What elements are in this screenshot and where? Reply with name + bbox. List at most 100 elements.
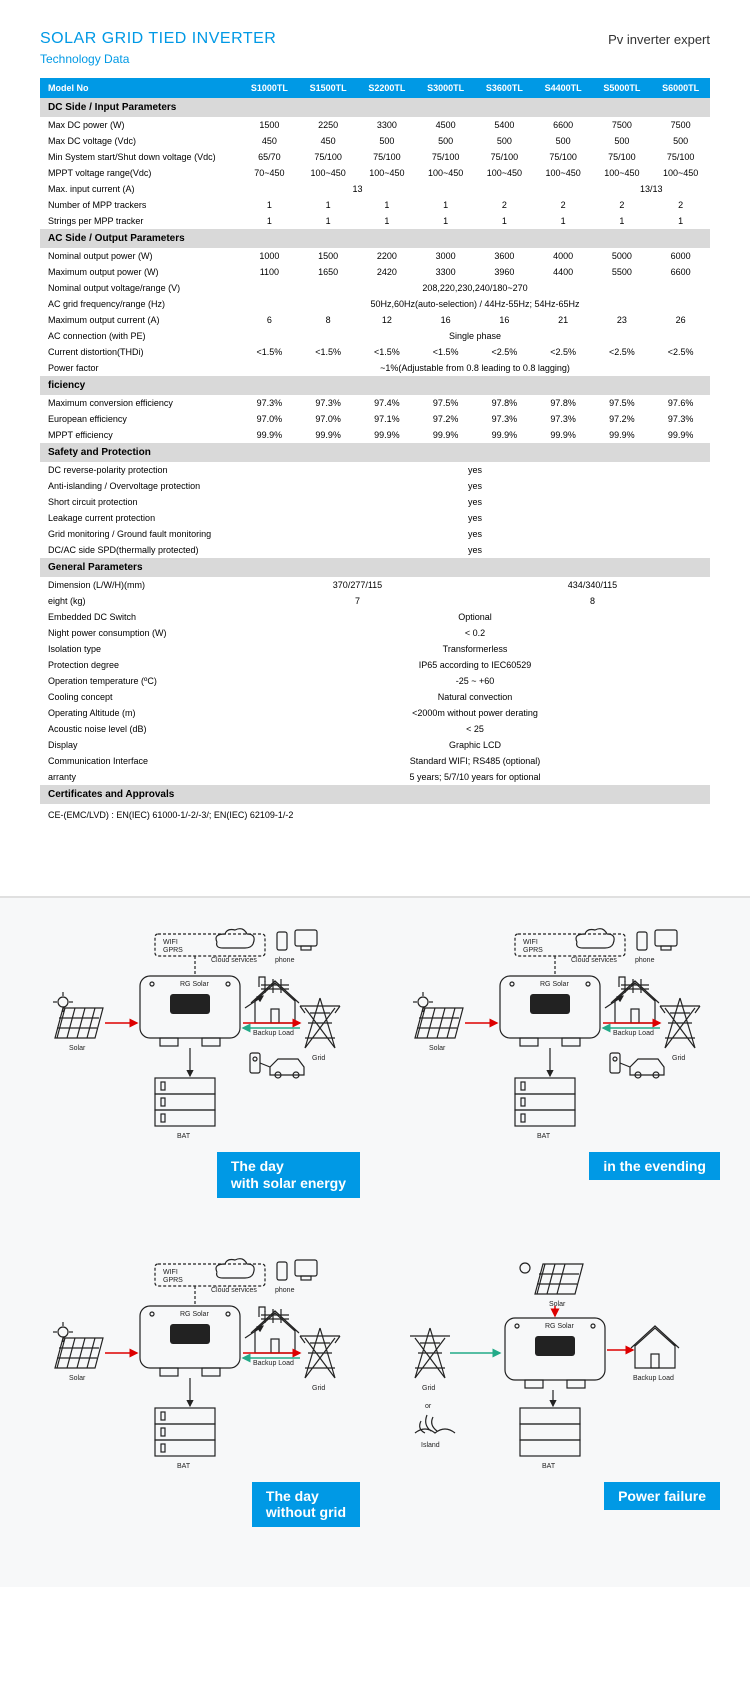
data-cell: 97.2% <box>416 411 475 427</box>
data-cell: 6000 <box>651 248 710 264</box>
data-cell: 5000 <box>593 248 652 264</box>
model-cell: S4400TL <box>534 78 593 98</box>
data-cell: 5500 <box>593 264 652 280</box>
data-cell: 16 <box>475 312 534 328</box>
span-cell: 7 <box>240 593 475 609</box>
spec-table: Model NoS1000TLS1500TLS2200TLS3000TLS360… <box>40 78 710 804</box>
row-label: Nominal output voltage/range (V) <box>40 280 240 296</box>
data-cell: 21 <box>534 312 593 328</box>
data-cell: 75/100 <box>475 149 534 165</box>
data-cell: 100~450 <box>299 165 358 181</box>
section-row: General Parameters <box>40 558 710 577</box>
model-cell: S6000TL <box>651 78 710 98</box>
merged-cell: ~1%(Adjustable from 0.8 leading to 0.8 l… <box>240 360 710 376</box>
data-cell: 97.3% <box>475 411 534 427</box>
data-row: Power factor~1%(Adjustable from 0.8 lead… <box>40 360 710 376</box>
row-label: Isolation type <box>40 641 240 657</box>
data-cell: 2 <box>475 197 534 213</box>
data-row: Nominal output voltage/range (V)208,220,… <box>40 280 710 296</box>
data-cell: 23 <box>593 312 652 328</box>
svg-text:RG Solar: RG Solar <box>540 981 569 988</box>
page-subtitle: Technology Data <box>40 52 276 66</box>
span-cell: 370/277/115 <box>240 577 475 593</box>
row-label: arranty <box>40 769 240 785</box>
svg-text:BAT: BAT <box>542 1463 556 1470</box>
data-row: Cooling conceptNatural convection <box>40 689 710 705</box>
data-cell: 1 <box>651 213 710 229</box>
data-cell: 500 <box>358 133 417 149</box>
svg-text:WIFI: WIFI <box>523 939 538 946</box>
svg-text:WIFI: WIFI <box>163 1269 178 1276</box>
data-cell: 99.9% <box>475 427 534 443</box>
data-cell: 1 <box>358 213 417 229</box>
merged-cell: < 25 <box>240 721 710 737</box>
data-row: Leakage current protectionyes <box>40 510 710 526</box>
span-cell: 434/340/115 <box>475 577 710 593</box>
data-row: MPPT voltage range(Vdc)70~450100~450100~… <box>40 165 710 181</box>
data-cell: 99.9% <box>240 427 299 443</box>
data-row: Maximum conversion efficiency97.3%97.3%9… <box>40 395 710 411</box>
diagram-cell: WIFI GPRS Cloud services phone Solar RG … <box>30 928 360 1198</box>
merged-cell: -25 ~ +60 <box>240 673 710 689</box>
data-cell: 1 <box>358 197 417 213</box>
cert-text: CE-(EMC/LVD) : EN(IEC) 61000-1/-2/-3/; E… <box>40 804 710 826</box>
header-left: SOLAR GRID TIED INVERTER Technology Data <box>40 30 276 66</box>
data-cell: 4400 <box>534 264 593 280</box>
system-diagram: WIFI GPRS Cloud services phone Solar RG … <box>30 1258 360 1478</box>
svg-text:Grid: Grid <box>312 1385 325 1392</box>
row-label: Maximum output power (W) <box>40 264 240 280</box>
row-label: Protection degree <box>40 657 240 673</box>
data-row: Grid monitoring / Ground fault monitorin… <box>40 526 710 542</box>
data-row: Operating Altitude (m)<2000m without pow… <box>40 705 710 721</box>
header-tagline: Pv inverter expert <box>608 32 710 47</box>
data-cell: 2 <box>534 197 593 213</box>
merged-cell: Standard WIFI; RS485 (optional) <box>240 753 710 769</box>
data-cell: <2.5% <box>651 344 710 360</box>
data-cell: 75/100 <box>534 149 593 165</box>
data-cell: 5400 <box>475 117 534 133</box>
data-row: Maximum output power (W)1100165024203300… <box>40 264 710 280</box>
data-cell: 2 <box>593 197 652 213</box>
data-row: AC connection (with PE)Single phase <box>40 328 710 344</box>
data-cell: 2 <box>651 197 710 213</box>
data-row: eight (kg)78 <box>40 593 710 609</box>
data-row: Dimension (L/W/H)(mm)370/277/115434/340/… <box>40 577 710 593</box>
section-title: Certificates and Approvals <box>40 785 710 804</box>
data-cell: 99.9% <box>651 427 710 443</box>
data-cell: 75/100 <box>299 149 358 165</box>
data-cell: 75/100 <box>416 149 475 165</box>
section-row: DC Side / Input Parameters <box>40 98 710 117</box>
span-cell: 13 <box>240 181 475 197</box>
merged-cell: yes <box>240 510 710 526</box>
data-cell: 500 <box>534 133 593 149</box>
data-cell: 500 <box>651 133 710 149</box>
merged-cell: Graphic LCD <box>240 737 710 753</box>
data-row: Short circuit protectionyes <box>40 494 710 510</box>
data-row: Protection degreeIP65 according to IEC60… <box>40 657 710 673</box>
row-label: Embedded DC Switch <box>40 609 240 625</box>
data-cell: 100~450 <box>534 165 593 181</box>
row-label: Dimension (L/W/H)(mm) <box>40 577 240 593</box>
data-cell: 500 <box>593 133 652 149</box>
data-cell: <2.5% <box>475 344 534 360</box>
data-row: Nominal output power (W)1000150022003000… <box>40 248 710 264</box>
row-label: Leakage current protection <box>40 510 240 526</box>
svg-text:Solar: Solar <box>429 1045 446 1052</box>
row-label: Acoustic noise level (dB) <box>40 721 240 737</box>
data-row: European efficiency97.0%97.0%97.1%97.2%9… <box>40 411 710 427</box>
row-label: Power factor <box>40 360 240 376</box>
data-cell: 500 <box>416 133 475 149</box>
data-cell: 3300 <box>416 264 475 280</box>
svg-text:Solar: Solar <box>549 1301 566 1308</box>
merged-cell: yes <box>240 526 710 542</box>
data-cell: 100~450 <box>651 165 710 181</box>
data-cell: 12 <box>358 312 417 328</box>
merged-cell: yes <box>240 478 710 494</box>
svg-text:Backup Load: Backup Load <box>253 1360 294 1367</box>
svg-text:Grid: Grid <box>312 1055 325 1062</box>
section-row: Safety and Protection <box>40 443 710 462</box>
row-label: AC grid frequency/range (Hz) <box>40 296 240 312</box>
data-cell: 97.5% <box>416 395 475 411</box>
section-title: General Parameters <box>40 558 710 577</box>
diagram-cell: WIFI GPRS Cloud services phone Solar RG … <box>390 928 720 1198</box>
